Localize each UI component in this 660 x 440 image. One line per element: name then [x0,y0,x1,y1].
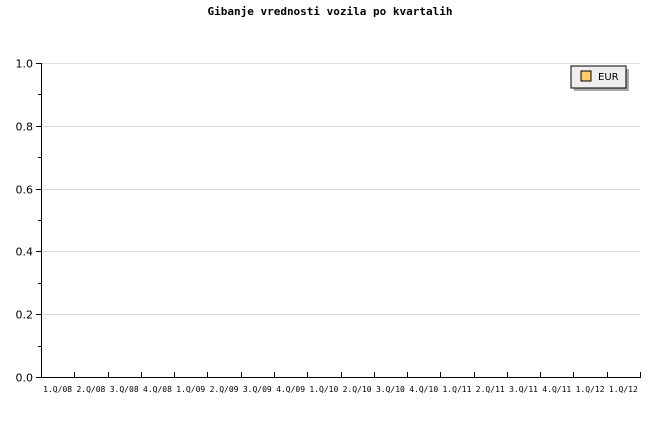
x-tick-label: 1.Q/12 [576,385,605,394]
x-axis-ticks: 1.Q/08 2.Q/08 3.Q/08 4.Q/08 1.Q/09 2.Q/09 3.Q/… [43,372,641,394]
x-tick-label: 2.Q/10 [343,385,372,394]
x-tick-label: 3.Q/11 [509,385,538,394]
x-tick-label: 1.Q/11 [443,385,472,394]
x-tick-label: 4.Q/10 [409,385,438,394]
y-tick-label: 0.2 [16,309,34,322]
x-tick-label: 2.Q/09 [210,385,239,394]
x-tick-label: 3.Q/08 [110,385,139,394]
legend-label-eur: EUR [598,72,619,83]
y-tick-label: 0.4 [16,246,34,259]
y-tick-label: 0.6 [16,184,34,197]
x-tick-label: 3.Q/10 [376,385,405,394]
chart-title: Gibanje vrednosti vozila po kvartalih [207,5,452,18]
x-tick-label: 4.Q/08 [143,385,172,394]
grid [41,63,640,315]
x-tick-label: 1.Q/10 [309,385,338,394]
y-tick-label: 0.8 [16,121,34,134]
x-tick-label: 2.Q/11 [476,385,505,394]
y-tick-label: 0.0 [16,372,34,385]
x-tick-label: 1.Q/08 [43,385,72,394]
legend: EUR [570,65,629,91]
x-tick-label: 4.Q/11 [542,385,571,394]
x-tick-label: 1.Q/09 [176,385,205,394]
axes [41,63,641,378]
x-tick-label: 3.Q/09 [243,385,272,394]
legend-swatch-eur [580,70,592,82]
x-tick-label: 4.Q/09 [276,385,305,394]
x-tick-label: 2.Q/08 [76,385,105,394]
y-axis-ticks: 0.0 0.2 0.4 0.6 0.8 1.0 [16,58,41,385]
x-tick-label: 1.Q/12 [609,385,638,394]
y-tick-label: 1.0 [16,58,34,71]
